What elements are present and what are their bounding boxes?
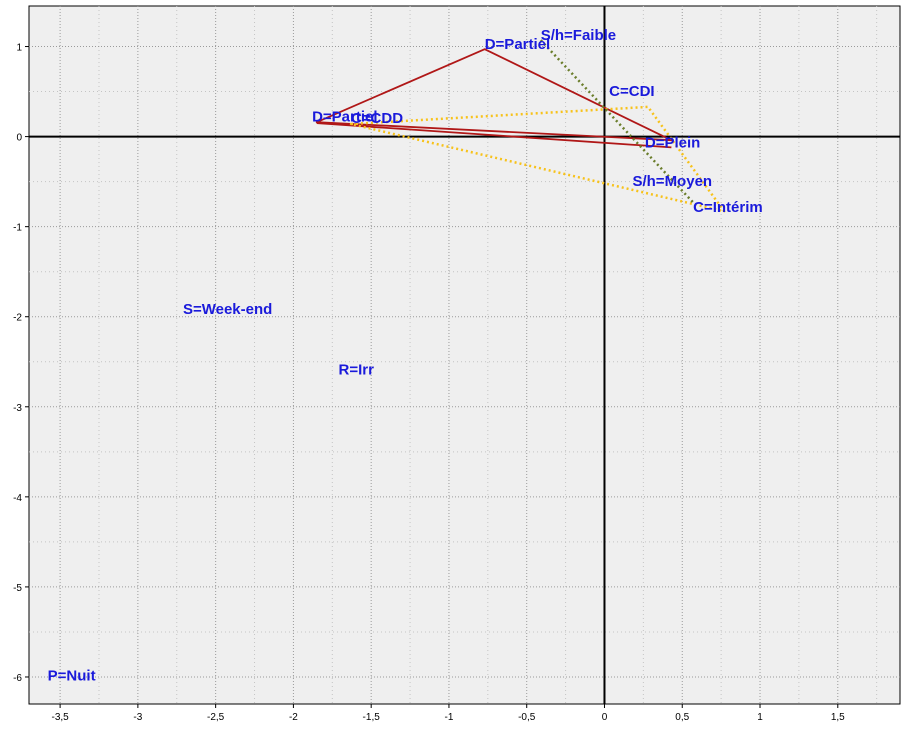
point-label: D=Plein	[645, 134, 700, 151]
series-lines	[315, 39, 726, 213]
x-tick-label: -1,5	[363, 712, 381, 723]
y-tick-label: -5	[13, 583, 22, 594]
y-tick-label: 0	[16, 133, 22, 144]
x-tick-label: -2	[289, 712, 298, 723]
x-tick-label: -1	[444, 712, 453, 723]
series-triangle-red	[315, 48, 673, 142]
y-tick-label: -6	[13, 673, 22, 684]
tick-marks	[25, 46, 839, 708]
y-tick-label: -4	[13, 493, 22, 504]
y-tick-label: -2	[13, 313, 22, 324]
x-tick-label: 0	[602, 712, 608, 723]
x-tick-label: -3,5	[51, 712, 69, 723]
y-tick-label: -1	[13, 223, 22, 234]
x-tick-label: 1,5	[831, 712, 845, 723]
point-labels: S/h=FaibleD=PartielC=CDID=PartielC=CDDD=…	[48, 27, 763, 684]
tick-labels: -3,5 -3 -2,5 -2 -1,5 -1 -0,5 0 0,5 1 1,5 1 0 -1 -2 -3 -4…	[13, 43, 845, 723]
y-tick-label: -3	[13, 403, 22, 414]
plot-area	[28, 5, 901, 705]
x-tick-label: 0,5	[675, 712, 689, 723]
x-tick-label: 1	[757, 712, 763, 723]
y-tick-label: 1	[16, 43, 22, 54]
point-label: P=Nuit	[48, 668, 96, 685]
series-line-red	[316, 122, 672, 149]
point-label: C=CDI	[609, 83, 654, 100]
point-label: S/h=Faible	[541, 27, 616, 44]
point-label: C=Intérim	[693, 199, 763, 216]
point-label: C=CDD	[351, 110, 403, 127]
point-label: S/h=Moyen	[632, 173, 712, 190]
zero-axes	[29, 6, 900, 704]
point-label: D=Partiel	[312, 108, 377, 125]
x-tick-label: -2,5	[207, 712, 225, 723]
x-tick-label: -3	[133, 712, 142, 723]
x-tick-label: -0,5	[518, 712, 536, 723]
point-label: S=Week-end	[183, 301, 272, 318]
point-label: R=Irr	[339, 361, 375, 378]
point-label: D=Partiel	[485, 36, 550, 53]
